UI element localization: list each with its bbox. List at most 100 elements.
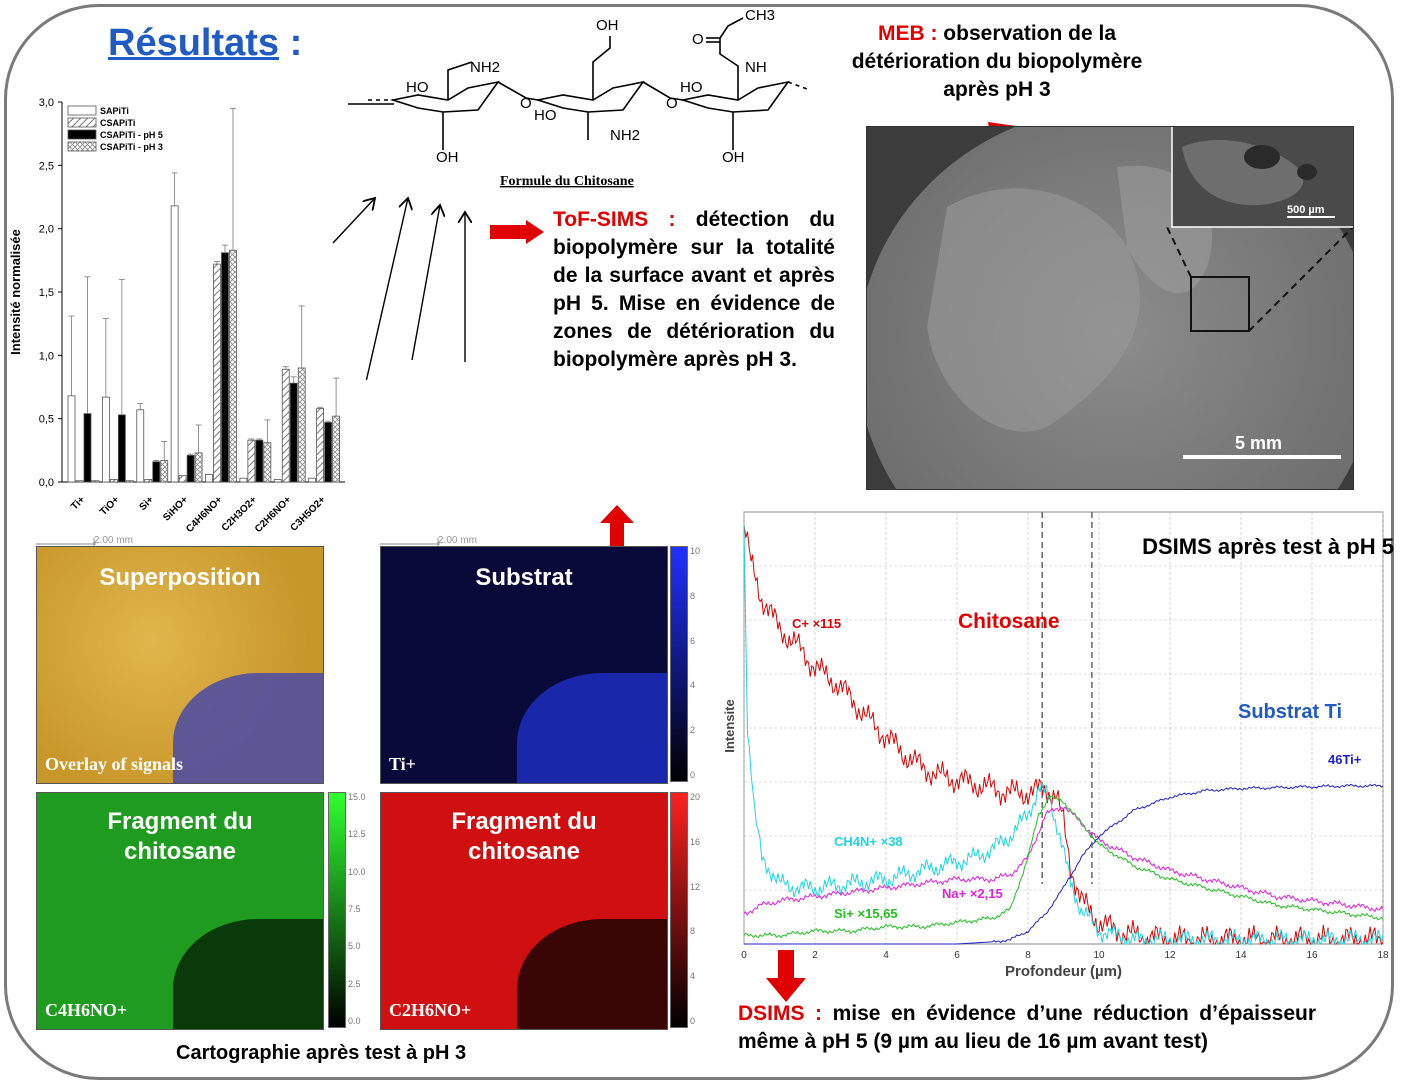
chem-label: OH <box>436 149 459 166</box>
bar <box>255 439 264 483</box>
y-tick-label: 2,0 <box>39 224 54 236</box>
bar <box>316 408 325 483</box>
map-substrat: Substrat Ti+ <box>380 546 668 784</box>
map-fragment-c2h6no: Fragment du chitosane C2H6NO+ <box>380 792 668 1030</box>
map-ion: Ti+ <box>389 754 416 774</box>
bar <box>144 479 153 483</box>
series-annotation: C+ ×115 <box>792 616 841 631</box>
colorbar-tick: 20 <box>690 792 701 802</box>
map-label: Fragment du <box>107 808 253 835</box>
chem-label: O <box>666 95 678 112</box>
category-label: C2H6NO+ <box>253 494 294 535</box>
series-line <box>743 524 1384 946</box>
x-tick-label: 12 <box>1164 950 1176 961</box>
bar <box>324 422 333 483</box>
bar <box>297 367 306 483</box>
series-annotation: Chitosane <box>958 610 1060 633</box>
bar <box>229 249 237 483</box>
category-label: SiHO+ <box>161 494 190 523</box>
colorbar-tick: 2.5 <box>348 978 361 989</box>
bar <box>194 452 203 483</box>
series-annotation: Na+ ×2,15 <box>942 886 1003 901</box>
map-label: Substrat <box>475 564 573 591</box>
bar <box>91 480 100 483</box>
category-label: Ti+ <box>69 494 87 512</box>
colorbar-tick: 5.0 <box>348 941 361 952</box>
bar <box>221 252 229 483</box>
bar <box>109 479 118 483</box>
series-annotation: CH4N+ ×38 <box>834 834 903 849</box>
legend-swatch <box>67 117 97 128</box>
chem-label: NH2 <box>470 59 500 76</box>
colorbar <box>670 546 688 782</box>
map-ion: Overlay of signals <box>45 754 183 774</box>
meb-note: MEB : observation de la détérioration du… <box>851 22 1143 101</box>
x-tick-label: 8 <box>1025 950 1031 961</box>
arrow-down-icon <box>766 950 806 1002</box>
chem-label: O <box>692 31 704 48</box>
bar <box>75 480 84 483</box>
category-label: Si+ <box>137 494 156 513</box>
legend-label: CSAPiTi - pH 5 <box>100 130 163 140</box>
series-line <box>744 783 1384 945</box>
bar <box>125 480 134 483</box>
map-fragment-c4h6no: Fragment du chitosane C4H6NO+ <box>36 792 324 1030</box>
series-line <box>743 806 1384 916</box>
main-scale: 5 mm <box>1235 433 1282 453</box>
colorbar-tick: 12.5 <box>348 829 366 840</box>
map-superposition: Superposition Overlay of signals <box>36 546 324 784</box>
map-ion: C2H6NO+ <box>389 1000 472 1020</box>
legend-swatch <box>67 105 97 116</box>
sem-image: 500 µm 5 mm <box>866 126 1354 490</box>
bar <box>136 409 145 483</box>
colorbar-tick: 2 <box>690 725 696 736</box>
x-tick-label: 10 <box>1093 950 1105 961</box>
chem-label: HO <box>534 107 557 124</box>
arrow-right-icon <box>490 220 544 244</box>
chem-label: OH <box>596 17 619 34</box>
chem-label: CH3 <box>745 7 775 24</box>
colorbar-tick: 10.0 <box>348 866 366 877</box>
chart-title: DSIMS après test à pH 5 <box>1142 534 1394 559</box>
x-tick-label: 6 <box>954 950 960 961</box>
category-label: C3H5O2+ <box>289 494 329 534</box>
map-ion: C4H6NO+ <box>45 1000 128 1020</box>
bar <box>239 477 248 483</box>
x-tick-label: 2 <box>812 950 818 961</box>
colorbar-tick: 16 <box>690 836 701 847</box>
x-axis-label: Profondeur (µm) <box>1005 963 1122 980</box>
colorbar-tick: 8 <box>690 590 696 601</box>
bar <box>213 263 221 483</box>
bar <box>308 477 317 483</box>
bar <box>281 368 290 483</box>
chem-label: OH <box>722 149 745 166</box>
x-tick-label: 16 <box>1306 950 1318 961</box>
y-tick-label: 2,5 <box>39 160 54 172</box>
category-label: C4H6NO+ <box>184 494 225 535</box>
map-scalebar: 2.00 mm <box>380 535 477 546</box>
bar <box>332 415 341 483</box>
bar <box>152 461 161 483</box>
y-tick-label: 3,0 <box>39 97 54 109</box>
map-scalebar: 2.00 mm <box>36 535 133 546</box>
chem-label: NH2 <box>610 127 640 144</box>
series-annotation: Substrat Ti <box>1238 701 1342 723</box>
bar <box>117 414 126 483</box>
colorbar-tick: 0 <box>690 770 696 780</box>
bar <box>160 460 169 483</box>
y-tick-label: 0,0 <box>39 477 54 489</box>
y-axis-label: Intensite <box>722 699 737 752</box>
colorbar-tick: 15.0 <box>348 792 366 802</box>
map-label: Fragment du <box>451 808 597 835</box>
bar <box>205 473 213 483</box>
bar <box>186 454 195 483</box>
colorbar-tick: 10 <box>690 546 701 556</box>
maps-caption: Cartographie après test à pH 3 <box>176 1042 467 1064</box>
inset-scale: 500 µm <box>1287 204 1325 216</box>
chitosan-formula: HO NH2 OH O HO NH2 OH O HO NH O CH3 OH F… <box>348 7 811 189</box>
colorbar <box>328 792 346 1028</box>
bar <box>263 442 272 483</box>
dsims-note: DSIMS : mise en évidence d’une réduction… <box>738 1002 1316 1053</box>
bar <box>247 439 256 483</box>
tof-sims-note: ToF-SIMS : détection du biopolymère sur … <box>553 208 835 371</box>
